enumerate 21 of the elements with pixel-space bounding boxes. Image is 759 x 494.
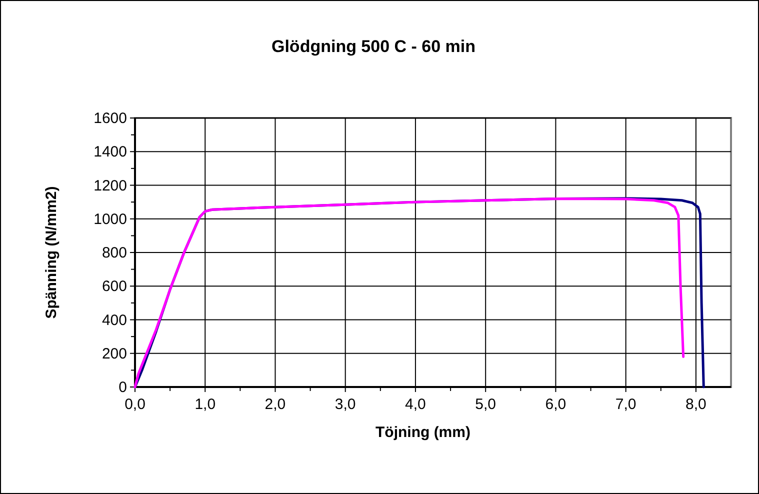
- y-axis-title: Spänning (N/mm2): [43, 186, 60, 319]
- x-tick-label: 8,0: [686, 396, 706, 413]
- y-tick-label: 600: [102, 278, 127, 296]
- x-tick-label: 2,0: [264, 396, 286, 413]
- x-tick-label: 0,0: [124, 396, 146, 413]
- y-tick-label: 400: [102, 312, 127, 329]
- y-tick-label: 200: [102, 345, 127, 362]
- x-tick-label: 5,0: [475, 396, 496, 413]
- y-tick-label: 1000: [94, 210, 127, 228]
- y-tick-label: 1400: [94, 144, 127, 161]
- x-tick-label: 7,0: [615, 396, 636, 413]
- x-tick-label: 1,0: [194, 396, 216, 413]
- y-tick-label: 1200: [94, 177, 127, 194]
- chart-title: Glödgning 500 C - 60 min: [271, 37, 476, 56]
- x-axis-title: Töjning (mm): [376, 424, 470, 441]
- x-tick-label: 3,0: [334, 396, 356, 413]
- y-tick-label: 1600: [94, 110, 127, 127]
- y-tick-label: 0: [118, 379, 127, 396]
- x-tick-label: 6,0: [545, 396, 566, 413]
- x-tick-label: 4,0: [405, 396, 426, 413]
- y-tick-label: 800: [102, 244, 127, 262]
